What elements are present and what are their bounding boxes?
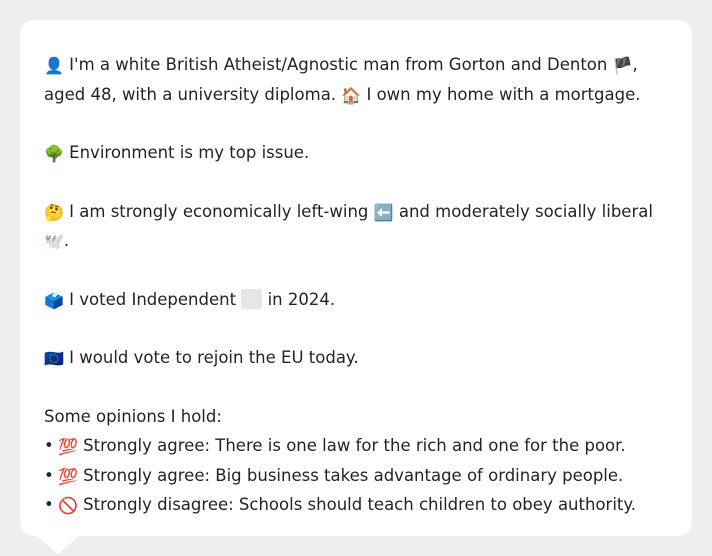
opinion-text: Strongly disagree: Schools should teach … <box>83 495 637 514</box>
hundred-points-icon: 💯 <box>58 466 78 486</box>
intro-paragraph: 👤 I'm a white British Atheist/Agnostic m… <box>44 50 668 109</box>
dove-icon: 🕊️ <box>44 232 64 251</box>
ideology-paragraph: 🤔 I am strongly economically left-wing ⬅… <box>44 197 668 256</box>
opinions-list: • 💯 Strongly agree: There is one law for … <box>44 431 668 520</box>
england-flag-icon: 🏴 <box>612 56 633 75</box>
prohibited-icon: 🚫 <box>58 496 78 515</box>
bullet: • <box>44 436 54 455</box>
vote-year-text: in 2024. <box>267 289 336 309</box>
message-bubble: 👤 I'm a white British Atheist/Agnostic m… <box>20 20 692 536</box>
bullet: • <box>44 495 54 514</box>
eu-text: I would vote to rejoin the EU today. <box>69 348 359 367</box>
thinking-face-icon: 🤔 <box>44 202 64 222</box>
intro-age-text: , aged 48, with a university diploma. <box>44 55 638 104</box>
home-text: I own my home with a mortgage. <box>366 84 641 104</box>
list-item: • 💯 Strongly agree: Big business takes ad… <box>44 461 668 491</box>
opinion-text: Strongly agree: There is one law for the… <box>83 436 626 455</box>
ideology-social-text: and moderately socially liberal <box>398 201 653 221</box>
opinions-heading: Some opinions I hold: <box>44 406 222 426</box>
list-item: • 🚫 Strongly disagree: Schools should tea… <box>44 490 668 520</box>
vote-text: I voted Independent <box>69 289 237 309</box>
vote-paragraph: 🗳️ I voted Independent in 2024. <box>44 285 668 315</box>
eu-paragraph: 🇪🇺 I would vote to rejoin the EU today. <box>44 343 668 373</box>
bubble-tail <box>37 536 79 554</box>
opinion-text: Strongly agree: Big business takes advan… <box>83 465 624 485</box>
ideology-economic-text: I am strongly economically left-wing <box>69 201 369 221</box>
tree-icon: 🌳 <box>44 144 64 163</box>
eu-flag-icon: 🇪🇺 <box>44 349 64 368</box>
list-item: • 💯 Strongly agree: There is one law for … <box>44 431 668 461</box>
issue-paragraph: 🌳 Environment is my top issue. <box>44 138 668 168</box>
hundred-points-icon: 💯 <box>58 437 78 456</box>
person-icon: 👤 <box>44 56 64 75</box>
issue-text: Environment is my top issue. <box>69 143 310 162</box>
intro-text: I'm a white British Atheist/Agnostic man… <box>69 55 608 74</box>
house-icon: 🏠 <box>341 85 362 105</box>
left-arrow-icon: ⬅️ <box>373 202 394 222</box>
bullet: • <box>44 465 54 485</box>
ideology-period: . <box>63 231 70 250</box>
ballot-box-icon: 🗳️ <box>44 290 64 310</box>
party-color-icon <box>241 288 263 309</box>
